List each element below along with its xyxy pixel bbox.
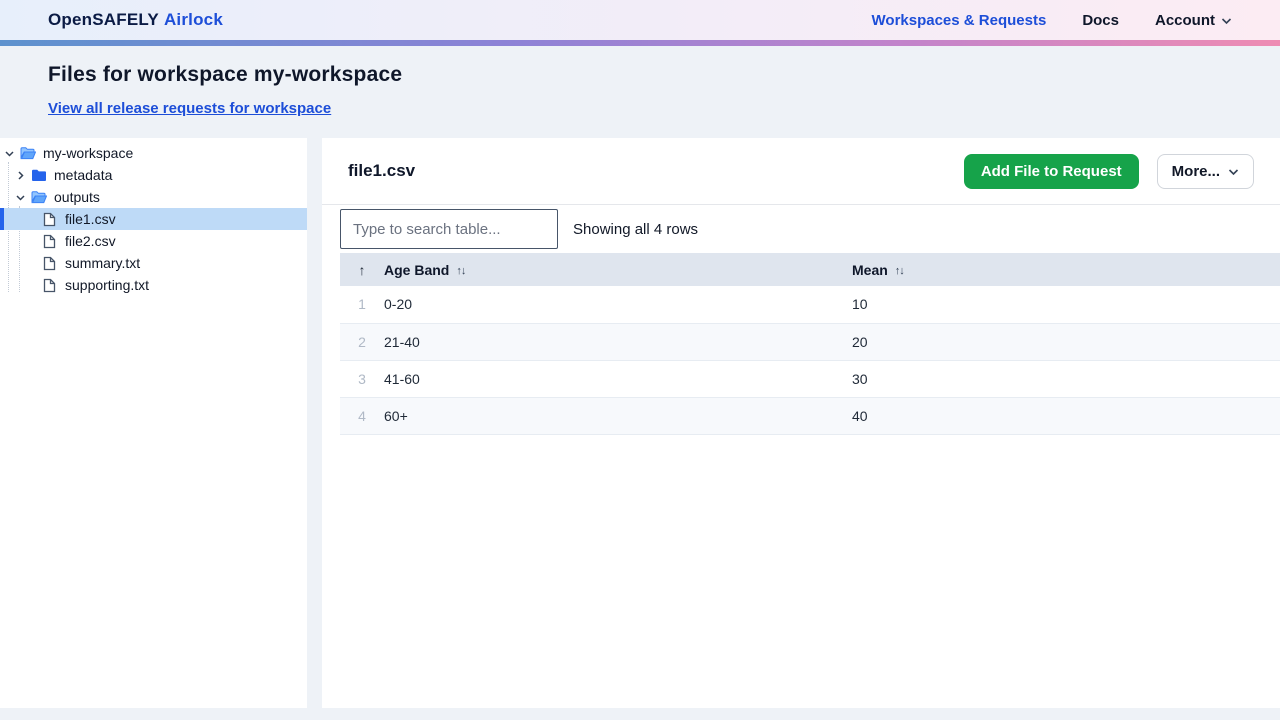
column-header-mean[interactable]: Mean ↑↓: [852, 253, 1280, 286]
content-area: my-workspace metadata outputs: [0, 138, 1280, 708]
bottom-margin: [0, 708, 1280, 718]
tree-item-label: file1.csv: [65, 211, 116, 227]
tree-item-my-workspace[interactable]: my-workspace: [0, 142, 307, 164]
table-header-row: ↑ Age Band ↑↓ Mean ↑↓: [340, 253, 1280, 286]
row-count-status: Showing all 4 rows: [573, 220, 699, 238]
page-header: Files for workspace my-workspace View al…: [0, 46, 1280, 138]
table-search-input[interactable]: [340, 209, 558, 249]
file-icon: [42, 234, 58, 249]
mean-cell: 10: [852, 296, 868, 313]
table-row: 2 21-40 20: [340, 323, 1280, 360]
add-file-to-request-button[interactable]: Add File to Request: [963, 153, 1139, 189]
chevron-down-icon: [1228, 163, 1239, 180]
csv-data-table: ↑ Age Band ↑↓ Mean ↑↓ 1 0-20 10 2 21-40 20: [340, 253, 1280, 435]
brand-gradient-divider: [0, 40, 1280, 46]
nav-link-workspaces-requests[interactable]: Workspaces & Requests: [871, 11, 1047, 29]
row-number-column-header[interactable]: ↑: [340, 253, 384, 286]
sort-ascending-icon: ↑: [358, 261, 366, 278]
brand-secondary: Airlock: [163, 10, 223, 29]
column-header-age-band[interactable]: Age Band ↑↓: [384, 253, 852, 286]
selected-indicator-bar: [0, 208, 4, 230]
table-row: 3 41-60 30: [340, 360, 1280, 397]
navbar-links: Workspaces & Requests Docs Account: [872, 12, 1232, 29]
account-menu[interactable]: Account: [1155, 12, 1232, 29]
folder-open-icon: [20, 146, 36, 160]
tree-item-supporting-txt[interactable]: supporting.txt: [0, 274, 307, 296]
file-icon: [42, 256, 58, 271]
tree-item-label: metadata: [54, 167, 113, 183]
age-band-cell: 21-40: [384, 333, 420, 350]
page-title: Files for workspace my-workspace: [48, 63, 403, 86]
folder-open-icon: [31, 190, 47, 204]
table-row: 4 60+ 40: [340, 397, 1280, 434]
column-header-label: Mean: [852, 261, 888, 278]
sort-toggle-icon: ↑↓: [894, 264, 905, 277]
row-number-cell: 1: [358, 296, 366, 313]
file-detail-panel: file1.csv Add File to Request More... Sh…: [322, 138, 1280, 708]
top-navbar: OpenSAFELY Airlock Workspaces & Requests …: [0, 0, 1280, 40]
view-release-requests-link[interactable]: View all release requests for workspace: [48, 100, 332, 117]
chevron-down-icon: [1221, 12, 1232, 29]
mean-cell: 30: [852, 370, 868, 387]
age-band-cell: 41-60: [384, 370, 420, 387]
row-number-cell: 2: [358, 333, 366, 350]
mean-cell: 40: [852, 407, 868, 424]
tree-item-summary-txt[interactable]: summary.txt: [0, 252, 307, 274]
tree-item-metadata[interactable]: metadata: [0, 164, 307, 186]
tree-item-label: file2.csv: [65, 233, 116, 249]
chevron-down-icon[interactable]: [4, 148, 15, 159]
file-icon: [42, 278, 58, 293]
panel-gap: [307, 138, 322, 708]
data-table-container: ↑ Age Band ↑↓ Mean ↑↓ 1 0-20 10 2 21-40 20: [340, 253, 1280, 435]
tree-item-label: supporting.txt: [65, 277, 150, 293]
table-toolbar: Showing all 4 rows: [322, 205, 1280, 253]
nav-link-docs[interactable]: Docs: [1082, 11, 1119, 29]
chevron-down-icon[interactable]: [15, 192, 26, 203]
tree-item-label: my-workspace: [43, 145, 134, 161]
brand-primary: OpenSAFELY: [48, 10, 159, 29]
file-icon: [42, 212, 58, 227]
file-detail-header: file1.csv Add File to Request More...: [322, 138, 1280, 205]
more-menu-button[interactable]: More...: [1156, 153, 1254, 189]
column-header-label: Age Band: [384, 261, 450, 278]
tree-item-file1-csv[interactable]: file1.csv: [0, 208, 307, 230]
folder-closed-icon: [31, 168, 47, 182]
more-button-label: More...: [1171, 162, 1220, 180]
account-label: Account: [1155, 11, 1215, 29]
tree-item-label: summary.txt: [65, 255, 141, 271]
age-band-cell: 0-20: [384, 296, 413, 313]
row-number-cell: 3: [358, 370, 366, 387]
row-number-cell: 4: [358, 407, 366, 424]
file-title: file1.csv: [348, 161, 416, 180]
app-logo[interactable]: OpenSAFELY Airlock: [48, 10, 223, 30]
tree-item-outputs[interactable]: outputs: [0, 186, 307, 208]
age-band-cell: 60+: [384, 407, 408, 424]
table-row: 1 0-20 10: [340, 286, 1280, 323]
tree-indent-guide: [19, 206, 20, 292]
chevron-right-icon[interactable]: [15, 170, 26, 181]
tree-item-label: outputs: [54, 189, 100, 205]
tree-item-file2-csv[interactable]: file2.csv: [0, 230, 307, 252]
file-tree-sidebar: my-workspace metadata outputs: [0, 138, 307, 708]
file-actions: Add File to Request More...: [963, 153, 1254, 189]
mean-cell: 20: [852, 333, 868, 350]
sort-toggle-icon: ↑↓: [456, 264, 466, 277]
